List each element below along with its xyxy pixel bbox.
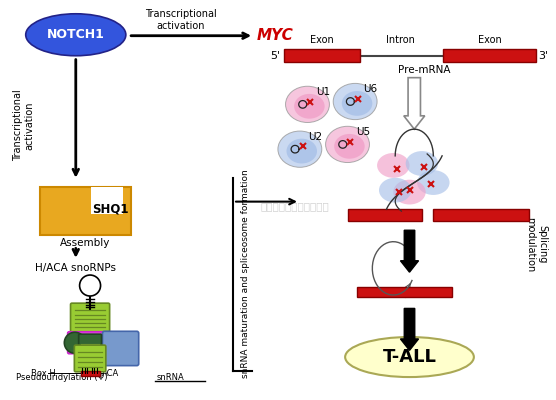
Text: Intron: Intron	[386, 35, 415, 45]
FancyBboxPatch shape	[102, 331, 138, 366]
Text: Splicing
modulation: Splicing modulation	[525, 217, 547, 272]
Bar	[433, 209, 529, 221]
Text: MYC: MYC	[257, 28, 294, 43]
Ellipse shape	[286, 139, 317, 164]
Text: Box H: Box H	[31, 369, 56, 378]
FancyArrow shape	[400, 308, 419, 350]
Ellipse shape	[278, 131, 322, 167]
Text: NOTCH1: NOTCH1	[47, 28, 105, 41]
Text: Exon: Exon	[478, 35, 502, 45]
Text: snRNA maturation and spliceosome formation: snRNA maturation and spliceosome formati…	[241, 169, 250, 378]
FancyArrow shape	[404, 78, 425, 129]
Ellipse shape	[286, 86, 329, 122]
FancyBboxPatch shape	[75, 345, 106, 372]
Bar	[284, 49, 360, 62]
FancyArrow shape	[400, 230, 419, 272]
Ellipse shape	[379, 178, 411, 202]
Bar	[357, 288, 453, 297]
Bar	[348, 209, 422, 221]
Text: H/ACA snoRNPs: H/ACA snoRNPs	[35, 263, 116, 273]
Ellipse shape	[345, 337, 474, 377]
Text: Transcriptional
activation: Transcriptional activation	[13, 90, 34, 161]
Text: T-ALL: T-ALL	[383, 348, 436, 366]
Ellipse shape	[393, 180, 426, 204]
Text: U5: U5	[356, 127, 370, 137]
Text: U2: U2	[308, 132, 322, 142]
Ellipse shape	[377, 153, 410, 178]
Text: Transcriptional
activation: Transcriptional activation	[145, 9, 216, 31]
Ellipse shape	[334, 134, 365, 159]
Ellipse shape	[294, 94, 325, 119]
Circle shape	[64, 332, 85, 353]
Text: Assembly: Assembly	[60, 238, 111, 248]
Text: 3': 3'	[538, 51, 548, 61]
Text: U6: U6	[363, 84, 378, 94]
Ellipse shape	[326, 126, 369, 162]
Text: Pre-mRNA: Pre-mRNA	[398, 65, 450, 75]
Bar	[91, 187, 123, 214]
Text: ACA: ACA	[102, 369, 119, 378]
Bar	[443, 49, 537, 62]
Text: Pseudouridylation (Ψ): Pseudouridylation (Ψ)	[16, 373, 107, 382]
FancyBboxPatch shape	[68, 332, 112, 354]
Ellipse shape	[26, 14, 126, 56]
Text: U1: U1	[316, 87, 330, 97]
Text: 深圳科生物科技有限公司: 深圳科生物科技有限公司	[261, 201, 330, 211]
Ellipse shape	[333, 83, 377, 120]
Text: Exon: Exon	[310, 35, 334, 45]
FancyBboxPatch shape	[78, 334, 102, 370]
FancyBboxPatch shape	[71, 303, 110, 333]
Ellipse shape	[406, 151, 438, 176]
Text: 5': 5'	[270, 51, 280, 61]
Ellipse shape	[342, 91, 373, 116]
FancyBboxPatch shape	[41, 187, 131, 235]
Circle shape	[80, 275, 101, 296]
Text: SHQ1: SHQ1	[92, 203, 128, 216]
Ellipse shape	[417, 170, 450, 195]
Text: snRNA: snRNA	[157, 373, 185, 382]
Bar	[81, 371, 100, 376]
